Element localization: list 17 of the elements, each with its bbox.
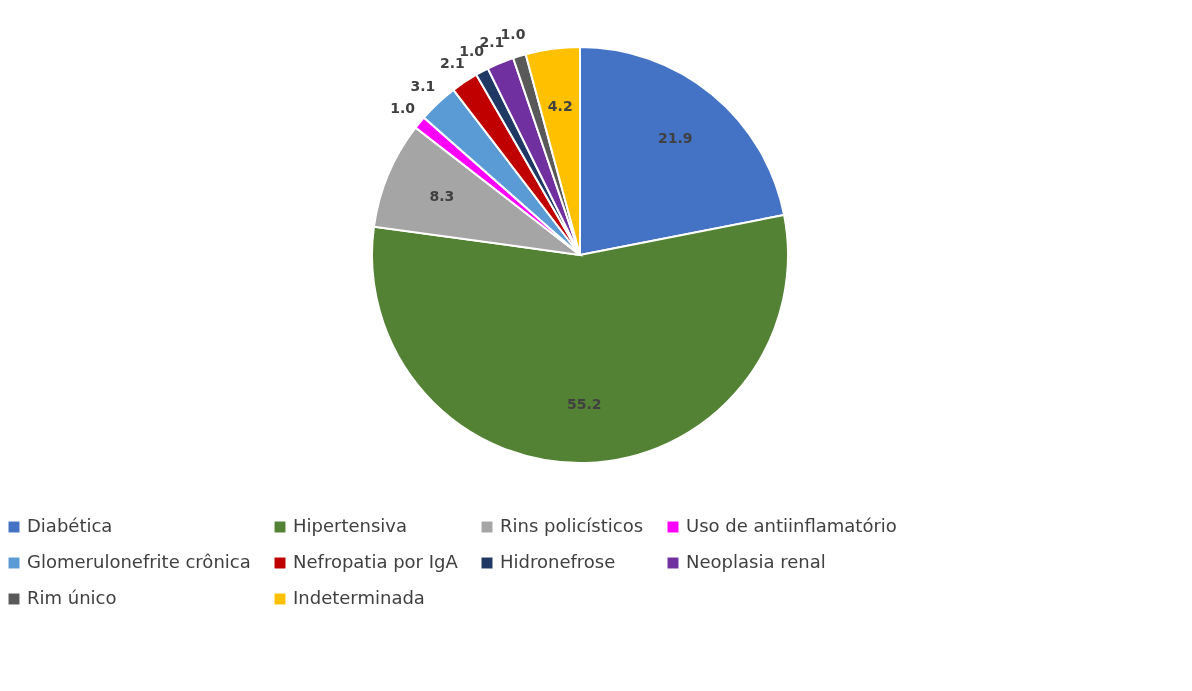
- data-label: 3.1: [410, 77, 436, 94]
- legend-label: Diabética: [27, 515, 113, 536]
- data-label: 8.3: [429, 187, 455, 204]
- legend-label: Neoplasia renal: [686, 551, 826, 572]
- data-label: 4.2: [547, 97, 573, 114]
- data-label: 55.2: [566, 395, 602, 412]
- data-label: 21.9: [657, 130, 693, 147]
- legend-label: Rins policísticos: [500, 515, 644, 536]
- data-label: 1.0: [500, 25, 526, 42]
- legend-label: Nefropatia por IgA: [293, 551, 459, 572]
- data-label: 1.0: [390, 99, 416, 116]
- legend-label: Indeterminada: [293, 587, 425, 608]
- legend-label: Glomerulonefrite crônica: [27, 551, 251, 572]
- legend-label: Hipertensiva: [293, 515, 408, 536]
- legend-label: Rim único: [27, 587, 117, 608]
- legend-label: Hidronefrose: [500, 551, 616, 572]
- legend-label: Uso de antiinflamatório: [686, 515, 897, 536]
